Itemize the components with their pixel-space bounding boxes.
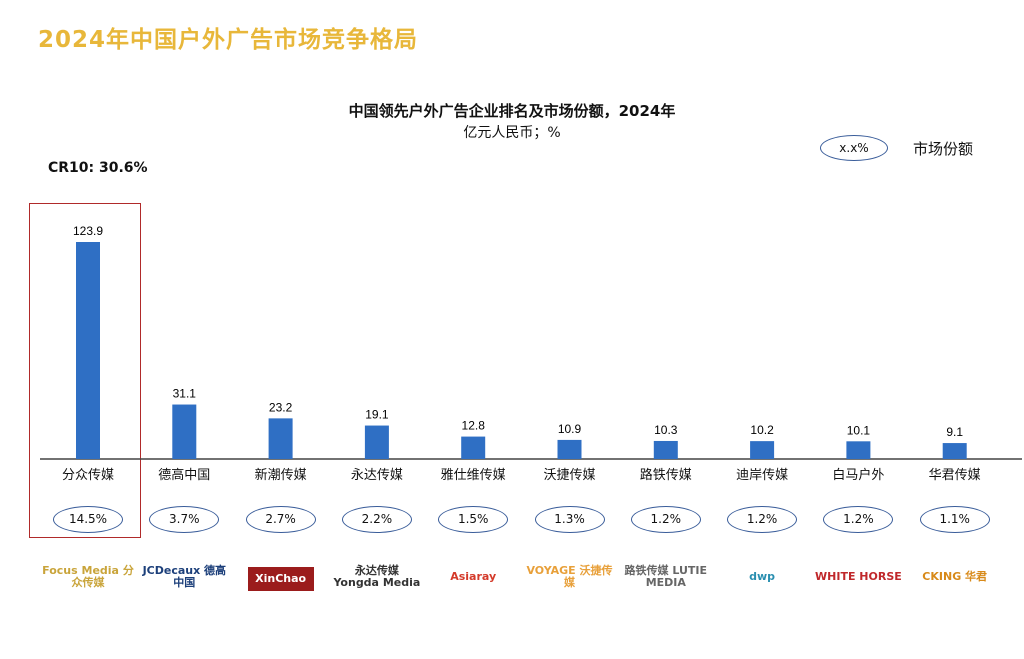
bar-value-label: 10.9 (558, 422, 582, 436)
category-label: 沃捷传媒 (543, 468, 596, 483)
company-logo: 路铁传媒 LUTIE MEDIA (624, 563, 708, 589)
company-logo: JCDecaux 德高中国 (142, 563, 227, 589)
bar (557, 439, 582, 459)
legend-label: 市场份额 (913, 140, 974, 158)
market-share-ellipse: 1.2% (630, 506, 701, 533)
market-share-ellipse: 2.2% (341, 506, 412, 533)
chart-title: 中国领先户外广告企业排名及市场份额，2024年 (348, 102, 676, 120)
bar (846, 441, 871, 459)
market-share-ellipse: 1.1% (919, 506, 990, 533)
bar (76, 242, 100, 459)
category-label: 华君传媒 (928, 468, 981, 483)
company-logo: CKING 华君 (922, 569, 988, 583)
market-share-ellipse: 1.2% (823, 506, 894, 533)
category-label: 白马户外 (832, 468, 885, 483)
market-share-ellipse: 1.5% (438, 506, 509, 533)
category-label: 永达传媒 (350, 468, 403, 483)
market-share-ellipse: 14.5% (53, 506, 123, 533)
category-label: 迪岸传媒 (736, 468, 789, 483)
category-label: 德高中国 (158, 468, 211, 483)
category-label: 雅仕维传媒 (440, 468, 506, 483)
cr10-label: CR10: 30.6% (48, 160, 148, 176)
bar-value-label: 23.2 (269, 400, 293, 414)
highlight-box (29, 203, 141, 538)
bar (172, 404, 197, 459)
legend-share-ellipse: x.x% (820, 135, 888, 161)
company-logo: XinChao (247, 567, 314, 591)
page-title: 2024年中国户外广告市场竞争格局 (38, 27, 419, 53)
bar-value-label: 9.1 (946, 425, 963, 439)
market-share-ellipse: 2.7% (245, 506, 316, 533)
market-share-ellipse: 3.7% (149, 506, 220, 533)
company-logo: Focus Media 分众传媒 (42, 563, 134, 589)
bar (653, 440, 678, 459)
category-label: 路铁传媒 (639, 468, 692, 483)
company-logo: Asiaray (450, 569, 497, 583)
company-logo: 永达传媒 Yongda Media (333, 563, 421, 589)
bar-value-label: 10.1 (847, 423, 871, 437)
category-label: 新潮传媒 (254, 468, 307, 483)
market-share-ellipse: 1.2% (727, 506, 798, 533)
company-logo: VOYAGE 沃捷传媒 (526, 563, 613, 589)
bar (268, 418, 293, 459)
bar (750, 441, 775, 459)
bar (942, 443, 967, 459)
chart-subtitle: 亿元人民币；% (463, 125, 561, 141)
category-label: 分众传媒 (61, 468, 114, 483)
bar (364, 425, 389, 459)
market-share-ellipse: 1.3% (534, 506, 605, 533)
bar-value-label: 19.1 (365, 408, 389, 422)
bar-value-label: 10.2 (750, 423, 774, 437)
bar (461, 436, 486, 459)
bar-value-label: 31.1 (173, 387, 197, 401)
bar-value-label: 123.9 (73, 224, 103, 238)
company-logo: WHITE HORSE (815, 569, 902, 583)
bar-value-label: 12.8 (462, 419, 486, 433)
company-logo: dwp (749, 569, 776, 583)
bar-value-label: 10.3 (654, 423, 678, 437)
